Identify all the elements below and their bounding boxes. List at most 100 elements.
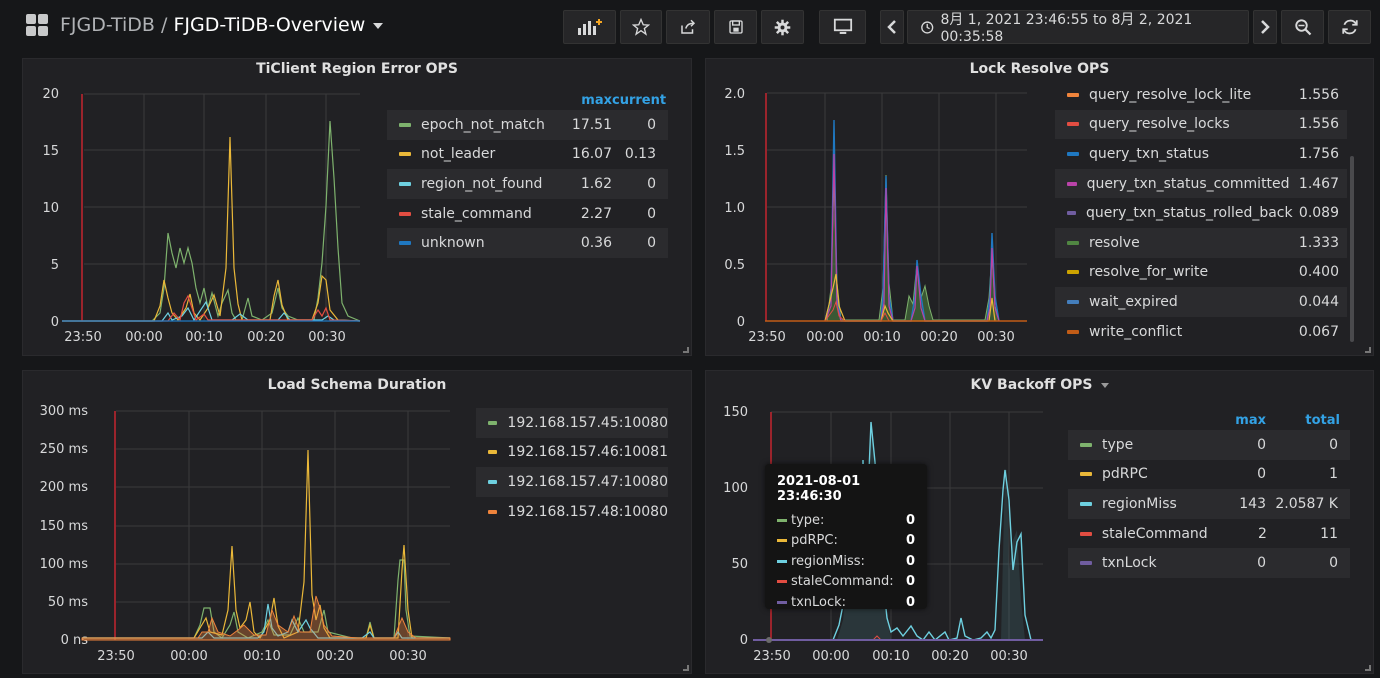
star-button[interactable] — [620, 10, 662, 44]
color-swatch[interactable] — [1080, 561, 1092, 566]
color-swatch[interactable] — [1080, 501, 1092, 506]
legend-item[interactable]: stale_command 2.27 0 — [387, 199, 668, 229]
grid-icon[interactable] — [26, 14, 48, 36]
dashboard-name[interactable]: FJGD-TiDB-Overview — [173, 14, 366, 36]
color-swatch[interactable] — [399, 211, 411, 216]
color-swatch[interactable] — [399, 181, 411, 186]
x-tick: 00:00 — [812, 649, 849, 664]
lock-resolve-legend[interactable]: query_resolve_lock_lite 1.556 query_resol… — [1055, 80, 1347, 347]
x-tick: 00:20 — [316, 649, 353, 664]
y-tick: 0.5 — [724, 258, 745, 273]
resize-handle[interactable] — [683, 665, 689, 671]
color-swatch — [777, 600, 787, 604]
legend-col-max[interactable]: max — [581, 93, 612, 108]
legend-item[interactable]: resolve_for_write 0.400 — [1055, 258, 1347, 288]
color-swatch[interactable] — [488, 450, 498, 455]
color-swatch[interactable] — [488, 420, 498, 425]
panel-title[interactable]: Load Schema Duration — [267, 377, 447, 393]
legend-item[interactable]: write_conflict 0.067 — [1055, 317, 1347, 347]
legend-col-max[interactable]: max — [1235, 413, 1266, 428]
color-swatch[interactable] — [1080, 531, 1092, 536]
legend-item[interactable]: query_txn_status_committed 1.467 — [1055, 168, 1347, 199]
color-swatch[interactable] — [1067, 270, 1079, 275]
color-swatch[interactable] — [1067, 299, 1079, 304]
tooltip-row: staleCommand: 0 — [777, 572, 915, 593]
legend-item[interactable]: query_txn_status_rolled_back 0.089 — [1055, 198, 1347, 228]
legend-item[interactable]: query_resolve_locks 1.556 — [1055, 109, 1347, 140]
legend-item[interactable]: wait_expired 0.044 — [1055, 287, 1347, 317]
save-button[interactable] — [714, 10, 757, 44]
legend-col-total[interactable]: total — [1305, 413, 1340, 428]
resize-handle[interactable] — [683, 347, 689, 353]
legend-item[interactable]: region_not_found 1.62 0 — [387, 169, 668, 199]
add-panel-button[interactable] — [563, 10, 616, 44]
y-tick: 250 ms — [40, 442, 89, 457]
lock-resolve-graph[interactable]: 0 0.5 1.0 1.5 2.0 23:50 00:00 00:10 00:2… — [705, 58, 1035, 356]
breadcrumb-text[interactable]: FJGD-TiDB / FJGD-TiDB-Overview — [60, 14, 384, 36]
share-button[interactable] — [666, 10, 710, 44]
color-swatch[interactable] — [1067, 122, 1079, 127]
x-tick: 00:10 — [872, 649, 909, 664]
x-tick: 00:00 — [170, 649, 207, 664]
color-swatch[interactable] — [488, 479, 498, 484]
series-host-45 — [82, 559, 451, 639]
legend-item[interactable]: query_resolve_lock_lite 1.556 — [1055, 80, 1347, 110]
legend-item[interactable]: 192.168.157.48:10080 — [476, 497, 668, 527]
resize-handle[interactable] — [1365, 665, 1371, 671]
color-swatch[interactable] — [1067, 181, 1077, 186]
tv-mode-button[interactable] — [819, 10, 866, 44]
color-swatch[interactable] — [1080, 472, 1092, 477]
color-swatch[interactable] — [488, 509, 498, 514]
y-tick: 1.5 — [724, 144, 745, 159]
time-range-picker[interactable]: 8月 1, 2021 23:46:55 to 8月 2, 2021 00:35:… — [907, 10, 1249, 45]
legend-item[interactable]: resolve 1.333 — [1055, 227, 1347, 258]
save-icon — [728, 20, 743, 34]
time-forward-button[interactable] — [1253, 10, 1277, 44]
panel-title[interactable]: KV Backoff OPS — [706, 377, 1373, 393]
legend-scrollbar[interactable] — [1350, 156, 1354, 342]
legend-item[interactable]: type 0 0 — [1068, 430, 1350, 460]
chevron-down-icon[interactable] — [373, 22, 384, 29]
legend-item[interactable]: query_txn_status 1.756 — [1055, 139, 1347, 169]
color-swatch[interactable] — [1080, 442, 1092, 447]
chevron-down-icon[interactable] — [1100, 382, 1109, 388]
folder-name[interactable]: FJGD-TiDB — [60, 14, 155, 36]
color-swatch[interactable] — [1067, 151, 1079, 156]
legend-col-current[interactable]: current — [612, 93, 667, 108]
region-error-graph[interactable]: 0 5 10 15 20 23:50 00:00 00:10 00:20 00:… — [22, 58, 692, 356]
legend-item[interactable]: epoch_not_match 17.51 0 — [387, 110, 668, 140]
legend-item[interactable]: 192.168.157.47:10080 — [476, 467, 668, 497]
time-back-button[interactable] — [880, 10, 904, 44]
series-epoch-not-match — [62, 120, 361, 322]
dashboard-breadcrumb[interactable]: FJGD-TiDB / FJGD-TiDB-Overview — [26, 14, 384, 36]
legend-item[interactable]: 192.168.157.45:10080 — [476, 408, 668, 438]
legend-item[interactable]: regionMiss 143 2.0587 K — [1068, 489, 1350, 519]
x-tick: 00:30 — [308, 330, 345, 345]
resize-handle[interactable] — [1365, 347, 1371, 353]
y-tick: 0 — [740, 633, 748, 648]
color-swatch — [777, 559, 787, 563]
panel-title[interactable]: TiClient Region Error OPS — [256, 61, 458, 77]
refresh-button[interactable] — [1328, 10, 1371, 44]
color-swatch[interactable] — [1067, 211, 1076, 216]
x-tick: 00:20 — [931, 649, 968, 664]
color-swatch[interactable] — [1067, 240, 1079, 245]
y-tick: 100 ms — [40, 557, 89, 572]
legend-item[interactable]: txnLock 0 0 — [1068, 548, 1350, 578]
legend-item[interactable]: staleCommand 2 11 — [1068, 519, 1350, 549]
legend-item[interactable]: not_leader 16.07 0.13 — [387, 140, 668, 170]
legend-item[interactable]: pdRPC 0 1 — [1068, 460, 1350, 490]
color-swatch[interactable] — [1067, 92, 1079, 97]
panel-title[interactable]: Lock Resolve OPS — [969, 61, 1110, 77]
legend-item[interactable]: unknown 0.36 0 — [387, 228, 668, 258]
x-tick: 23:50 — [97, 649, 134, 664]
panel-title-text[interactable]: KV Backoff OPS — [970, 377, 1093, 393]
load-schema-graph[interactable]: 0 ns 50 ms 100 ms 150 ms 200 ms 250 ms 3… — [22, 370, 462, 674]
color-swatch[interactable] — [399, 241, 411, 246]
zoom-out-button[interactable] — [1281, 10, 1324, 44]
color-swatch[interactable] — [399, 122, 411, 127]
settings-button[interactable] — [761, 10, 804, 44]
legend-item[interactable]: 192.168.157.46:10081 — [476, 438, 668, 468]
color-swatch[interactable] — [399, 152, 411, 157]
color-swatch[interactable] — [1067, 329, 1079, 334]
